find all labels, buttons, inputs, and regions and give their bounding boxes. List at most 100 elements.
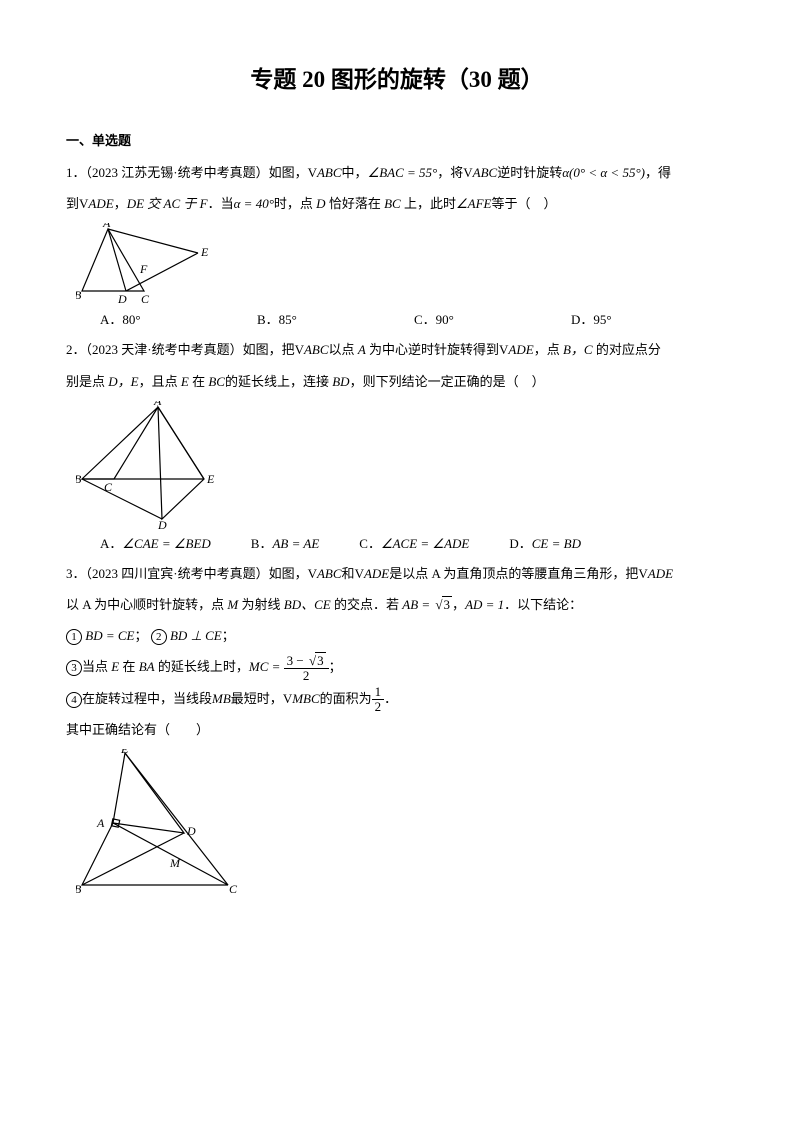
q2-text: ，点 xyxy=(534,342,560,357)
tri-symbol: V xyxy=(308,165,317,180)
q2-de: D，E xyxy=(108,374,138,389)
q1-alpha-range: α(0° < α < 55°) xyxy=(562,165,645,180)
q3-text: 为射线 xyxy=(242,597,281,612)
sqrt-val: 3 xyxy=(442,596,453,612)
q2-text: 2．（2023 天津·统考中考真题）如图，把 xyxy=(66,342,295,357)
tri-symbol: V xyxy=(283,691,292,706)
q1-line2: 到VADE，DE 交 AC 于 F．当α = 40°时，点 D 恰好落在 BC … xyxy=(66,188,728,219)
q2-text: 的对应点分 xyxy=(596,342,661,357)
svg-text:B: B xyxy=(76,288,82,302)
q2-line1: 2．（2023 天津·统考中考真题）如图，把VABC以点 A 为中心逆时针旋转得… xyxy=(66,334,728,365)
page: 专题 20 图形的旋转（30 题） 一、单选题 1．（2023 江苏无锡·统考中… xyxy=(0,0,794,1123)
q3-s3b: 在 xyxy=(122,659,135,674)
q3-line2: 以 A 为中心顺时针旋转，点 M 为射线 BD、CE 的交点．若 AB = √3… xyxy=(66,589,728,620)
q1-tri-abc: ABC xyxy=(317,165,342,180)
q1-text: 上，此时 xyxy=(404,196,456,211)
svg-text:M: M xyxy=(169,856,181,870)
q3-s1: BD = CE xyxy=(85,628,134,643)
svg-text:D: D xyxy=(117,292,127,305)
q2-opt-c: C．∠ACE = ∠ADE xyxy=(359,533,469,552)
q3-ab: AB = xyxy=(402,597,433,612)
opt-label: A． xyxy=(100,536,122,551)
q3-tail: 其中正确结论有（ ） xyxy=(66,714,728,745)
q1-text: ，将 xyxy=(437,165,463,180)
opt-label: C． xyxy=(359,536,381,551)
opt-label: B． xyxy=(251,536,273,551)
svg-text:B: B xyxy=(76,882,82,896)
q3-text: 是以点 A 为直角顶点的等腰直角三角形，把 xyxy=(389,566,638,581)
q1-afe: ∠AFE xyxy=(456,196,491,211)
svg-text:E: E xyxy=(206,472,215,486)
q1-D: D xyxy=(316,196,325,211)
q1-text: 中， xyxy=(342,165,368,180)
q2-bcseg: BC xyxy=(208,374,225,389)
svg-text:A: A xyxy=(96,816,105,830)
q1-tri-abc2: ABC xyxy=(473,165,498,180)
q2-opt-b: B．AB = AE xyxy=(251,533,319,552)
tri-symbol: V xyxy=(499,342,508,357)
sqrt-icon: √3 xyxy=(307,654,326,668)
q3-abc: ABC xyxy=(317,566,342,581)
tri-symbol: V xyxy=(295,342,304,357)
q1-svg: A B C D E F xyxy=(76,223,226,305)
opt-label: D． xyxy=(509,536,531,551)
svg-text:E: E xyxy=(200,245,209,259)
frac-num-pre: 3 − xyxy=(287,653,307,668)
q3-s4b: 最短时， xyxy=(231,691,283,706)
section-header: 一、单选题 xyxy=(66,130,728,149)
q1-figure: A B C D E F xyxy=(76,223,728,305)
svg-text:C: C xyxy=(104,480,113,494)
q1-text: 时，点 xyxy=(274,196,313,211)
sep: ； xyxy=(329,659,342,674)
q2-line2: 别是点 D，E，且点 E 在 BC的延长线上，连接 BD，则下列结论一定正确的是… xyxy=(66,366,728,397)
q1-text: ，得 xyxy=(645,165,671,180)
svg-text:D: D xyxy=(157,518,167,529)
q2-opt-a: A．∠CAE = ∠BED xyxy=(100,533,211,552)
q3-stmt4: 4在旋转过程中，当线段MB最短时，VMBC的面积为12． xyxy=(66,683,728,714)
q1-text: 1．（2023 江苏无锡·统考中考真题）如图， xyxy=(66,165,308,180)
sqrt-icon: √3 xyxy=(433,589,452,620)
circled-number: 4 xyxy=(66,692,82,708)
svg-text:E: E xyxy=(120,749,129,756)
q3-s3c: 的延长线上时， xyxy=(158,659,249,674)
svg-text:C: C xyxy=(141,292,150,305)
q1-text: ， xyxy=(114,196,127,211)
q1-opt-c: C．90° xyxy=(414,309,571,328)
circled-number: 3 xyxy=(66,660,82,676)
svg-text:C: C xyxy=(229,882,238,896)
page-title: 专题 20 图形的旋转（30 题） xyxy=(66,60,728,94)
q2-svg: A B C E D xyxy=(76,401,226,529)
q2-A: A xyxy=(358,342,366,357)
q2-abc: ABC xyxy=(304,342,329,357)
circled-number: 2 xyxy=(151,629,167,645)
q2-bc: B，C xyxy=(563,342,593,357)
q1-options: A．80° B．85° C．90° D．95° xyxy=(66,309,728,328)
q1-angle: ∠BAC = 55° xyxy=(368,165,438,180)
opt-math: ∠CAE = ∠BED xyxy=(122,536,210,551)
q3-text: 的交点．若 xyxy=(334,597,399,612)
tri-symbol: V xyxy=(79,196,88,211)
q2-text: ，且点 xyxy=(139,374,178,389)
q2-figure: A B C E D xyxy=(76,401,728,529)
q3-ade2: ADE xyxy=(648,566,673,581)
opt-math: ∠ACE = ∠ADE xyxy=(381,536,469,551)
circled-number: 1 xyxy=(66,629,82,645)
svg-text:D: D xyxy=(186,824,196,838)
tri-symbol: V xyxy=(308,566,317,581)
fraction: 12 xyxy=(372,685,385,713)
q3-s4a: 在旋转过程中，当线段 xyxy=(82,691,212,706)
sep: ； xyxy=(134,628,147,643)
q1-text: 到 xyxy=(66,196,79,211)
q3-text: 3．（2023 四川宜宾·统考中考真题）如图， xyxy=(66,566,308,581)
q2-text: 别是点 xyxy=(66,374,105,389)
q2-E: E xyxy=(181,374,189,389)
q2-text: 的延长线上，连接 xyxy=(225,374,329,389)
q3-E: E xyxy=(111,659,119,674)
q1-text: ．当 xyxy=(208,196,234,211)
q2-text: 以点 xyxy=(329,342,355,357)
q2-text: 在 xyxy=(192,374,205,389)
q3-ade: ADE xyxy=(364,566,389,581)
frac-den: 2 xyxy=(372,700,385,714)
q3-ba: BA xyxy=(139,659,155,674)
q1-opt-a: A．80° xyxy=(100,309,257,328)
